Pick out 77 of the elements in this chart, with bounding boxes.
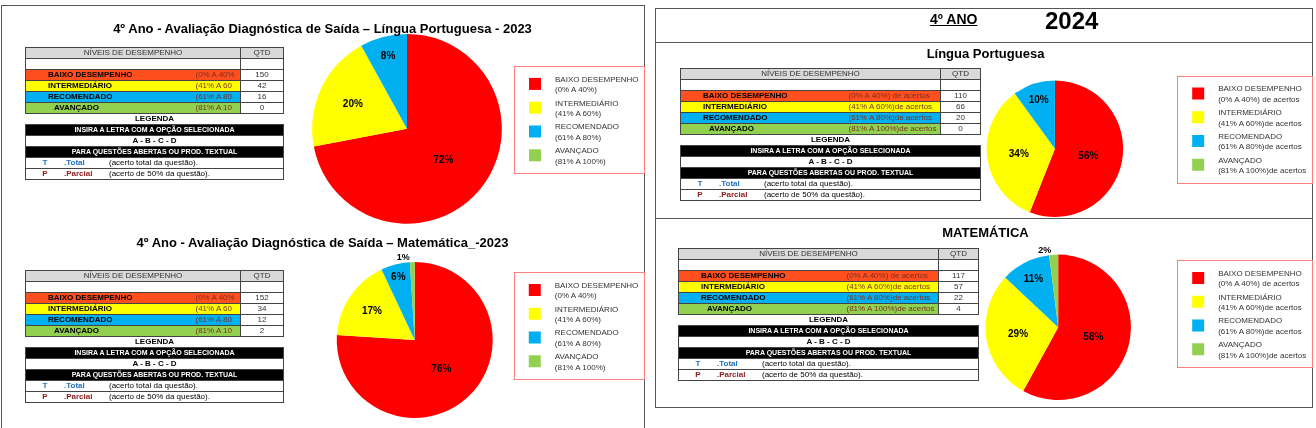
data-label: 57	[938, 281, 979, 293]
legend-label: BAIXO DESEMPENHO (0% A 40%)	[555, 74, 639, 95]
data-label: 2%	[1038, 244, 1052, 255]
text: 4º ANO	[930, 11, 978, 27]
text: 2024	[1045, 7, 1099, 35]
category-label: BAIXO DESEMPENHO	[678, 270, 844, 282]
category-label: BAIXO DESEMPENHO	[680, 90, 846, 102]
pie-slice	[986, 93, 1055, 213]
legend-label: INTERMEDIÁRIO (41% A 60%)de acertos	[1218, 292, 1302, 313]
data-label: 117	[938, 270, 979, 282]
category-label: INTERMEDIÁRIO	[25, 80, 193, 92]
pie-slice	[312, 45, 407, 147]
pie-slice	[1014, 80, 1055, 149]
data-label: 110	[940, 90, 981, 102]
legend-label: INTERMEDIÁRIO (41% A 60%)de acertos	[1218, 108, 1302, 128]
pie-slice	[1029, 80, 1124, 217]
category-label: RECOMENDADO	[680, 112, 846, 124]
data-label: 1%	[396, 252, 410, 263]
data-label: 17%	[361, 305, 383, 317]
pie-slice	[409, 262, 415, 340]
data-label: 20	[940, 112, 981, 124]
legend-label: BAIXO DESEMPENHO (0% A 40%) de acertos	[1218, 268, 1302, 289]
data-label: 76%	[431, 362, 452, 374]
pie-slice	[1005, 255, 1059, 328]
category-label: AVANÇADO	[678, 303, 844, 315]
category-label: INTERMEDIÁRIO	[680, 101, 846, 113]
data-label: 66	[940, 101, 981, 113]
data-label: 16	[240, 91, 284, 103]
data-label: 4	[938, 303, 979, 315]
pie-slice	[336, 269, 415, 340]
data-label: 150	[240, 69, 284, 81]
data-label: 42	[240, 80, 284, 92]
legend-label: AVANÇADO (81% A 100%)de acertos	[1218, 155, 1307, 176]
legend-label: BAIXO DESEMPENHO (0% A 40%)	[554, 280, 639, 301]
data-label: 0	[940, 123, 981, 135]
chart-title: 4º Ano - Avaliação Diagnóstica de Saída – Língua Portuguesa - 2023	[113, 20, 532, 36]
category-label: RECOMENDADO	[678, 292, 844, 304]
data-label: 20%	[342, 97, 363, 109]
category-label: AVANÇADO	[25, 325, 193, 337]
data-label: 72%	[433, 153, 454, 165]
data-label: 11%	[1023, 273, 1044, 285]
legend-label: RECOMENDADO (61% A 80%)	[554, 328, 619, 348]
category-label: AVANÇADO	[680, 123, 846, 135]
data-label: 6%	[391, 270, 406, 282]
data-label: 12	[240, 314, 284, 326]
category-label: BAIXO DESEMPENHO	[25, 69, 193, 81]
legend-label: RECOMENDADO (61% A 80%)	[555, 122, 620, 142]
category-label: RECOMENDADO	[25, 314, 193, 326]
legend-label: AVANÇADO (81% A 100%)	[554, 352, 606, 372]
legend-label: INTERMEDIÁRIO (41% A 60%)	[554, 304, 619, 325]
data-label: 34%	[1008, 147, 1029, 159]
data-label: 56%	[1078, 149, 1099, 161]
data-label: 22	[938, 292, 979, 304]
category-label: RECOMENDADO	[25, 91, 193, 103]
data-label: 2	[240, 325, 284, 337]
legend-label: RECOMENDADO (61% A 80%)de acertos	[1218, 131, 1302, 152]
legend-label: RECOMENDADO (61% A 80%)de acertos	[1218, 316, 1302, 336]
chart-title: MATEMÁTICA	[942, 224, 1030, 240]
chart-title: 4º Ano - Avaliação Diagnóstica de Saída – Matemática_-2023	[136, 234, 509, 250]
pie-slice	[381, 262, 415, 340]
category-label: AVANÇADO	[25, 102, 193, 114]
pie-slice	[336, 262, 493, 418]
data-label: 34	[240, 303, 284, 315]
legend-label: INTERMEDIÁRIO (41% A 60%)	[555, 98, 619, 119]
data-label: 58%	[1083, 330, 1104, 342]
legend-label: AVANÇADO (81% A 100%)	[555, 146, 607, 166]
data-label: 152	[240, 292, 284, 304]
legend-label: AVANÇADO (81% A 100%)de acertos	[1218, 340, 1307, 360]
data-label: 29%	[1008, 328, 1029, 340]
data-label: 8%	[380, 49, 396, 61]
data-label: 10%	[1028, 93, 1049, 105]
category-label: INTERMEDIÁRIO	[25, 303, 193, 315]
data-label: 0	[240, 102, 284, 114]
chart-title: Língua Portuguesa	[926, 45, 1046, 61]
category-label: INTERMEDIÁRIO	[678, 281, 844, 293]
category-label: BAIXO DESEMPENHO	[25, 292, 193, 304]
legend-label: BAIXO DESEMPENHO (0% A 40%) de acertos	[1218, 84, 1302, 104]
